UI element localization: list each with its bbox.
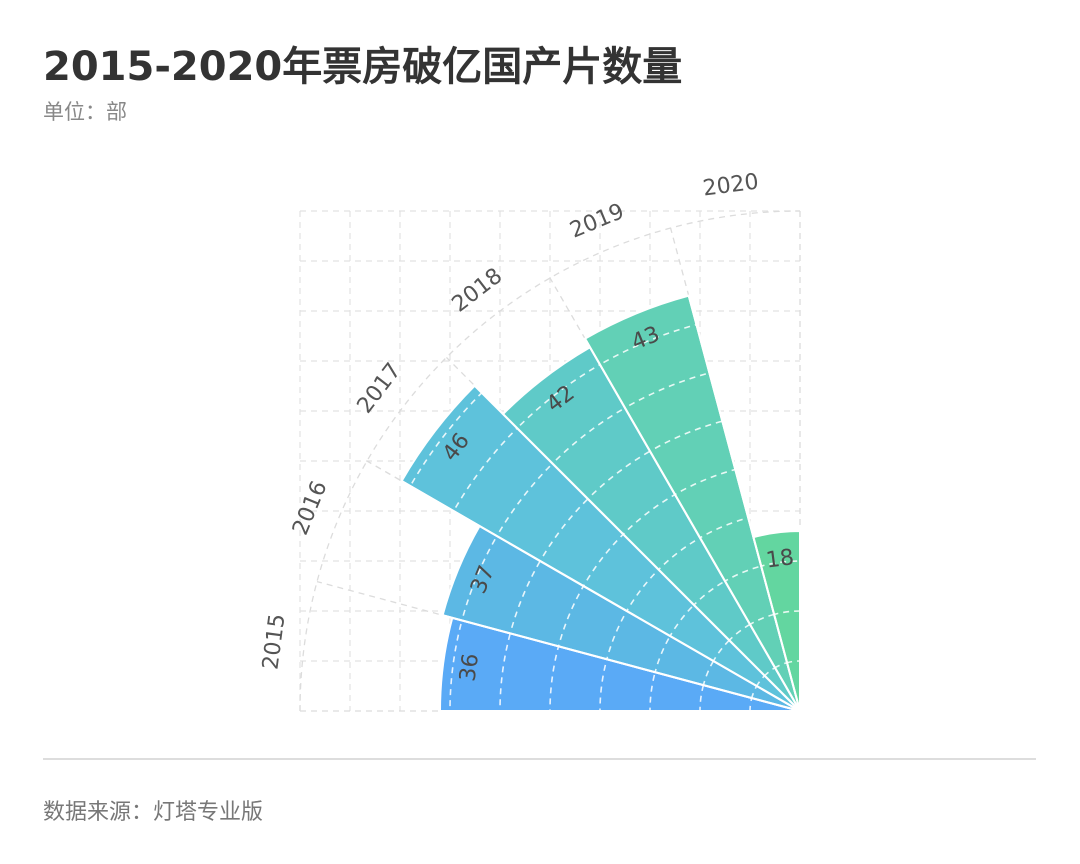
page-title: 2015-2020年票房破亿国产片数量 (43, 44, 683, 90)
bars (400, 294, 801, 712)
category-label: 2019 (567, 199, 628, 244)
category-label: 2018 (448, 264, 508, 318)
sector-divider (401, 480, 801, 712)
ring-line (511, 360, 607, 434)
unit-label: 单位：部 (43, 100, 127, 124)
ring-line (449, 422, 523, 518)
category-label: 2020 (701, 169, 760, 201)
footer-divider (43, 758, 1036, 760)
category-label: 2015 (258, 612, 290, 671)
sector-divider (584, 338, 801, 712)
sector-divider (687, 295, 801, 712)
category-label: 2016 (288, 478, 333, 539)
ring-line (499, 628, 513, 711)
value-label: 36 (456, 652, 484, 683)
sector-divider (474, 385, 801, 712)
ring-line (699, 683, 705, 711)
sector-divider (442, 614, 801, 712)
ring-line (583, 447, 655, 504)
ring-line (508, 556, 544, 639)
source-note: 数据来源：灯塔专业版 (43, 800, 264, 825)
ring-line (649, 669, 657, 711)
ring-line (536, 494, 593, 566)
ring-line (645, 419, 728, 455)
value-label: 18 (764, 545, 795, 573)
ring-line (405, 386, 488, 494)
category-label: 2017 (353, 359, 407, 419)
ring-line (593, 322, 704, 369)
